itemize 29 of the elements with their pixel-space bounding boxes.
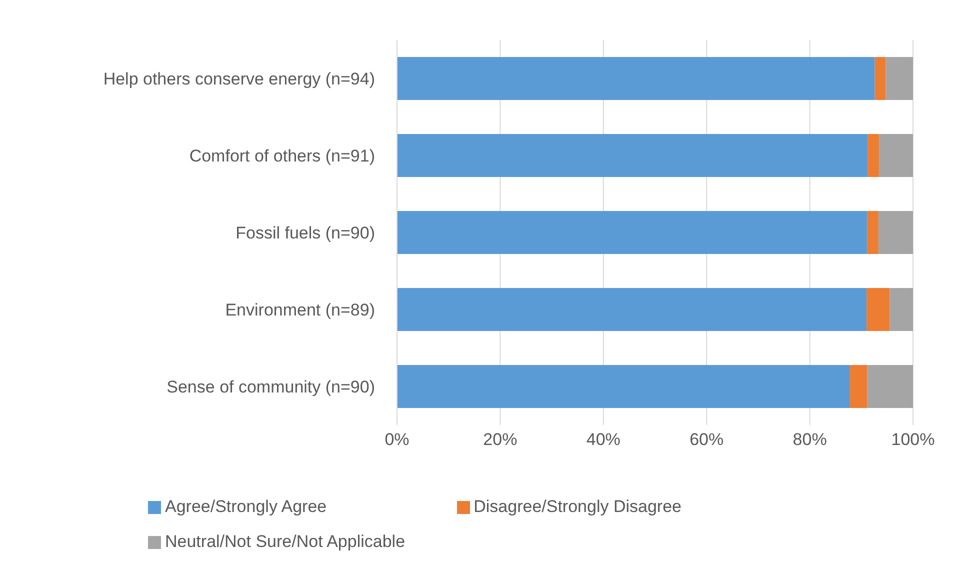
bar [868, 134, 879, 177]
bar [397, 210, 868, 254]
bar [890, 288, 913, 331]
bar [886, 56, 913, 100]
bar [878, 134, 913, 177]
x-tick-label: 20% [483, 430, 518, 450]
x-tick-label: 80% [792, 430, 827, 450]
y-tick-label: Environment (n=89) [225, 300, 375, 320]
x-tick-label: 40% [586, 430, 620, 450]
bar [874, 56, 886, 100]
bar [867, 210, 878, 254]
x-tick-label: 0% [384, 430, 410, 450]
bar [850, 364, 868, 408]
legend-label: Neutral/Not Sure/Not Applicable [165, 532, 406, 551]
bar [397, 288, 867, 331]
bar [397, 364, 850, 408]
y-tick-label: Comfort of others (n=91) [189, 146, 375, 166]
legend-label: Agree/Strongly Agree [165, 497, 327, 516]
bar [397, 134, 868, 177]
bar [867, 364, 913, 408]
bar [878, 210, 913, 254]
x-tick-label: 100% [891, 430, 935, 450]
bar [866, 288, 890, 331]
x-tick-label: 60% [690, 430, 724, 450]
bar [397, 56, 875, 100]
legend-label: Disagree/Strongly Disagree [474, 497, 682, 516]
y-tick-label: Help others conserve energy (n=94) [103, 70, 375, 89]
y-tick-label: Fossil fuels (n=90) [236, 224, 375, 243]
y-tick-label: Sense of community (n=90) [166, 378, 375, 397]
